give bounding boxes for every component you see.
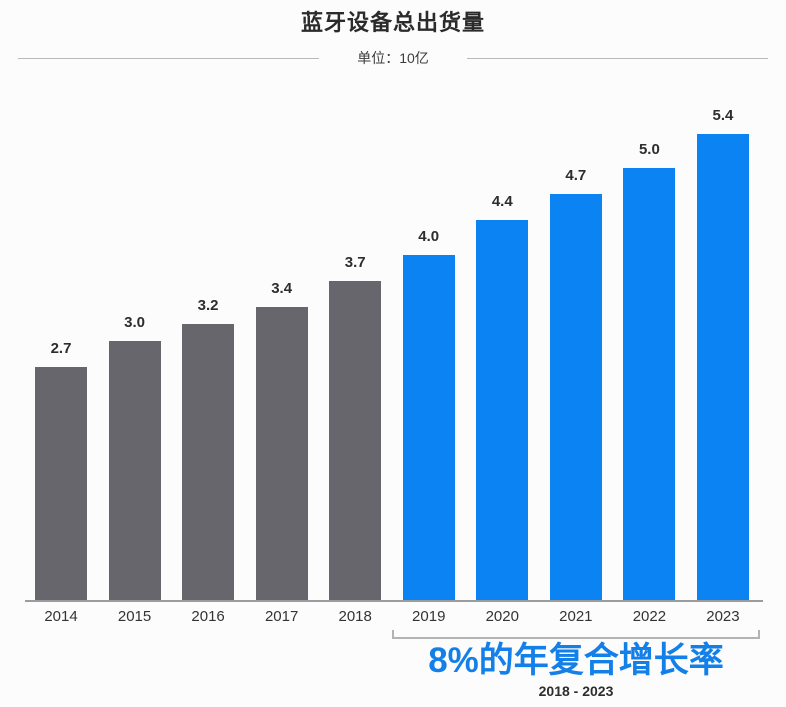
bar-2015: [108, 341, 161, 600]
x-tick-2014: 2014: [44, 608, 78, 625]
subtitle-divider-right: [466, 57, 769, 59]
bar-2017: [255, 307, 308, 600]
bar-value-label: 4.0: [418, 228, 440, 245]
x-axis-line: [25, 600, 763, 602]
bar-2020: [476, 220, 529, 600]
x-tick-2018: 2018: [338, 608, 372, 625]
x-tick-2019: 2019: [412, 608, 446, 625]
x-tick-2020: 2020: [485, 608, 519, 625]
bar-value-label: 2.7: [50, 340, 72, 357]
bar-column-2016: 3.2: [182, 297, 235, 600]
x-tick-2021: 2021: [559, 608, 593, 625]
bar-value-label: 3.0: [124, 314, 145, 331]
chart-title: 蓝牙设备总出货量: [300, 10, 485, 35]
bar-column-2022: 5.0: [623, 141, 676, 600]
bar-column-2020: 4.4: [476, 193, 529, 600]
bar-value-label: 3.4: [271, 280, 293, 297]
bar-value-label: 5.0: [638, 141, 660, 158]
bar-chart: 2.7 3.0 3.2 3.4 3.7 4.0 4.4 4.7 5.0 5.4 2014 2015 2…: [0, 100, 786, 626]
bar-column-2019: 4.0: [402, 228, 455, 600]
plot-area: 2.7 3.0 3.2 3.4 3.7 4.0 4.4 4.7 5.0 5.4: [35, 100, 749, 600]
x-tick-2017: 2017: [264, 608, 299, 625]
x-axis-labels: 2014 2015 2016 2017 2018 2019 2020 2021 2022 2023: [35, 608, 749, 626]
bar-2023: [696, 134, 749, 600]
x-tick-2023: 2023: [706, 608, 740, 625]
cagr-range-label: 2018 - 2023: [538, 683, 614, 699]
bar-column-2018: 3.7: [329, 254, 382, 600]
bar-value-label: 5.4: [712, 107, 734, 124]
x-tick-2016: 2016: [191, 608, 225, 625]
bar-column-2023: 5.4: [696, 107, 749, 600]
x-tick-2015: 2015: [117, 608, 152, 625]
bar-column-2017: 3.4: [255, 280, 308, 600]
bar-2022: [623, 168, 676, 600]
cagr-label: 8%的年复合增长率: [428, 641, 724, 680]
chart-subtitle: 单位：10亿: [357, 50, 429, 66]
bar-column-2014: 2.7: [35, 340, 87, 600]
bar-2018: [329, 281, 382, 600]
bar-2019: [402, 255, 455, 600]
bar-value-label: 4.4: [491, 193, 513, 210]
bar-value-label: 3.2: [197, 297, 219, 314]
x-tick-2022: 2022: [632, 608, 667, 625]
cagr-bracket: [392, 630, 760, 639]
bar-2014: [35, 367, 87, 600]
bar-2021: [549, 194, 602, 600]
bar-value-label: 4.7: [565, 167, 587, 184]
bar-value-label: 3.7: [344, 254, 366, 271]
bar-column-2021: 4.7: [549, 167, 602, 600]
subtitle-divider-left: [18, 57, 320, 59]
subtitle-row: 单位：10亿: [0, 48, 786, 68]
bar-column-2015: 3.0: [108, 314, 161, 600]
bar-2016: [182, 324, 235, 600]
